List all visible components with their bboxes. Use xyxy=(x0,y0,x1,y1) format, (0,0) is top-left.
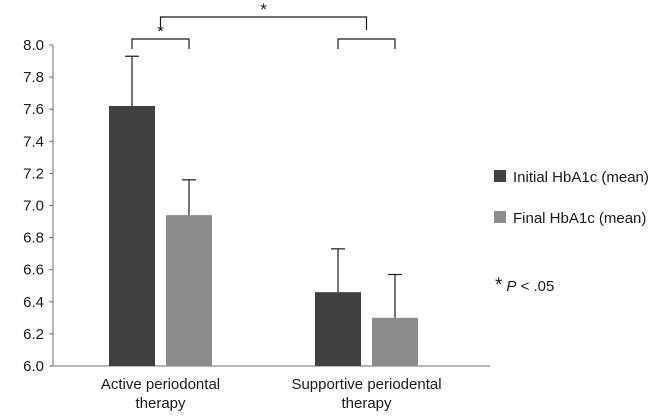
category-label: therapy xyxy=(341,395,392,412)
y-tick-labels: 6.0 6.2 6.4 6.6 6.8 7.0 7.2 7.4 7.6 7.8 8.0 xyxy=(23,37,53,375)
legend-label-initial: Initial HbA1c (mean) xyxy=(513,169,649,186)
significance-star: * xyxy=(157,22,164,41)
bar-initial xyxy=(109,105,155,367)
p-value-note: * P < .05 xyxy=(495,275,554,296)
p-value-threshold: < .05 xyxy=(516,278,554,295)
y-tick-label: 7.6 xyxy=(23,101,44,118)
y-axis: 6.0 6.2 6.4 6.6 6.8 7.0 7.2 7.4 7.6 7.8 8.0 xyxy=(23,37,54,375)
p-value-star: * xyxy=(495,275,503,296)
p-value-letter: P xyxy=(506,278,516,295)
y-tick-label: 7.0 xyxy=(23,198,44,215)
bar-initial xyxy=(315,292,361,366)
y-tick-label: 6.2 xyxy=(23,326,44,343)
legend: Initial HbA1c (mean) Final HbA1c (mean) … xyxy=(494,169,649,296)
category-label: Supportive periodental xyxy=(291,376,441,393)
y-tick-label: 6.4 xyxy=(23,294,44,311)
y-tick-label: 7.4 xyxy=(23,133,44,150)
significance-bracket xyxy=(337,38,396,49)
bar-final xyxy=(372,317,418,366)
y-tick-label: 6.6 xyxy=(23,262,44,279)
category-label: Active periodontal xyxy=(101,376,220,393)
legend-label-final: Final HbA1c (mean) xyxy=(513,210,646,227)
legend-swatch-initial xyxy=(494,170,506,182)
y-tick-label: 8.0 xyxy=(23,37,44,54)
significance-bracket xyxy=(159,16,368,30)
category-label: therapy xyxy=(135,395,186,412)
significance-star: * xyxy=(260,0,267,19)
bars xyxy=(109,55,418,367)
category-labels: Active periodontal therapy Supportive peri… xyxy=(101,376,442,412)
bar-final xyxy=(166,215,212,366)
y-tick-label: 7.2 xyxy=(23,165,44,182)
y-tick-label: 6.8 xyxy=(23,230,44,247)
y-tick-label: 7.8 xyxy=(23,69,44,86)
significance-bracket xyxy=(131,38,190,49)
y-tick-label: 6.0 xyxy=(23,358,44,375)
legend-swatch-final xyxy=(494,211,506,223)
significance-brackets: ** xyxy=(131,0,396,49)
